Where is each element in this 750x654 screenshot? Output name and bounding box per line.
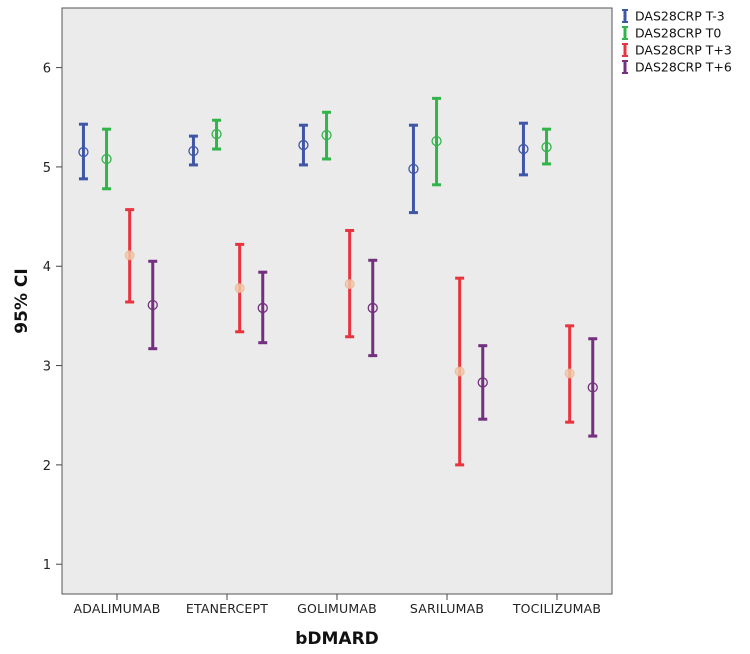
mean-marker — [564, 368, 575, 379]
series-1 — [78, 121, 529, 215]
error-bar — [101, 127, 112, 191]
error-bar — [298, 123, 309, 167]
plot-area — [61, 7, 613, 595]
legend-label: DAS28CRP T+3 — [635, 43, 732, 58]
error-bar — [78, 122, 89, 181]
error-bar — [211, 118, 222, 151]
error-bar — [477, 344, 488, 421]
error-bar — [367, 258, 378, 358]
error-bar — [431, 96, 442, 187]
mean-marker — [344, 279, 355, 290]
x-tick-label: TOCILIZUMAB — [512, 601, 601, 616]
series-3 — [124, 208, 575, 467]
y-tick-label: 4 — [43, 260, 51, 275]
series-4 — [147, 258, 598, 438]
error-bar — [587, 337, 598, 438]
error-bar — [344, 228, 355, 339]
legend: DAS28CRP T-3 DAS28CRP T0 DAS28CRP T+3 DAS28… — [622, 9, 732, 75]
x-tick-label: GOLIMUMAB — [297, 601, 377, 616]
legend-label: DAS28CRP T-3 — [635, 9, 725, 24]
legend-item: DAS28CRP T+6 — [622, 60, 732, 75]
error-bars — [78, 96, 598, 467]
mean-marker — [124, 250, 135, 261]
error-bar — [124, 208, 135, 304]
x-tick-label: SARILUMAB — [410, 601, 484, 616]
mean-marker — [211, 128, 222, 140]
error-bar — [408, 123, 419, 215]
y-tick-label: 3 — [43, 360, 51, 375]
mean-marker — [147, 299, 158, 311]
mean-marker — [518, 143, 529, 155]
error-bar — [257, 270, 268, 345]
error-bar — [188, 134, 199, 167]
x-axis-title: bDMARD — [295, 629, 379, 649]
mean-marker — [257, 302, 268, 314]
mean-marker — [298, 139, 309, 151]
mean-marker — [408, 163, 419, 175]
x-tick-label: ETANERCEPT — [186, 601, 268, 616]
mean-marker — [188, 145, 199, 157]
legend-item: DAS28CRP T0 — [622, 26, 721, 41]
legend-label: DAS28CRP T0 — [635, 26, 721, 41]
error-bar — [147, 259, 158, 351]
y-tick-label: 1 — [43, 558, 51, 573]
mean-marker — [367, 302, 378, 314]
mean-marker — [541, 141, 552, 153]
error-bar — [454, 276, 465, 467]
mean-marker — [234, 283, 245, 294]
mean-marker — [101, 153, 112, 165]
mean-marker — [454, 366, 465, 377]
y-axis-title: 95% CI — [12, 268, 32, 333]
mean-marker — [431, 135, 442, 147]
y-tick-label: 2 — [43, 459, 51, 474]
error-bar — [541, 127, 552, 166]
y-tick-label: 5 — [43, 161, 51, 176]
x-tick-label: ADALIMUMAB — [73, 601, 160, 616]
legend-item: DAS28CRP T-3 — [622, 9, 725, 24]
mean-marker — [587, 382, 598, 393]
series-2 — [101, 96, 552, 191]
error-bar — [321, 110, 332, 161]
error-bar — [564, 324, 575, 424]
mean-marker — [477, 377, 488, 388]
error-bar — [518, 121, 529, 177]
mean-marker — [78, 146, 89, 158]
error-bar — [234, 242, 245, 334]
mean-marker — [321, 129, 332, 141]
y-tick-label: 6 — [43, 62, 51, 77]
axes: 1 2 3 4 5 6 ADALIMUMAB ETANERCEPT GOLIMUMAB SARIL… — [43, 62, 601, 616]
legend-label: DAS28CRP T+6 — [635, 60, 732, 75]
legend-item: DAS28CRP T+3 — [622, 43, 732, 58]
